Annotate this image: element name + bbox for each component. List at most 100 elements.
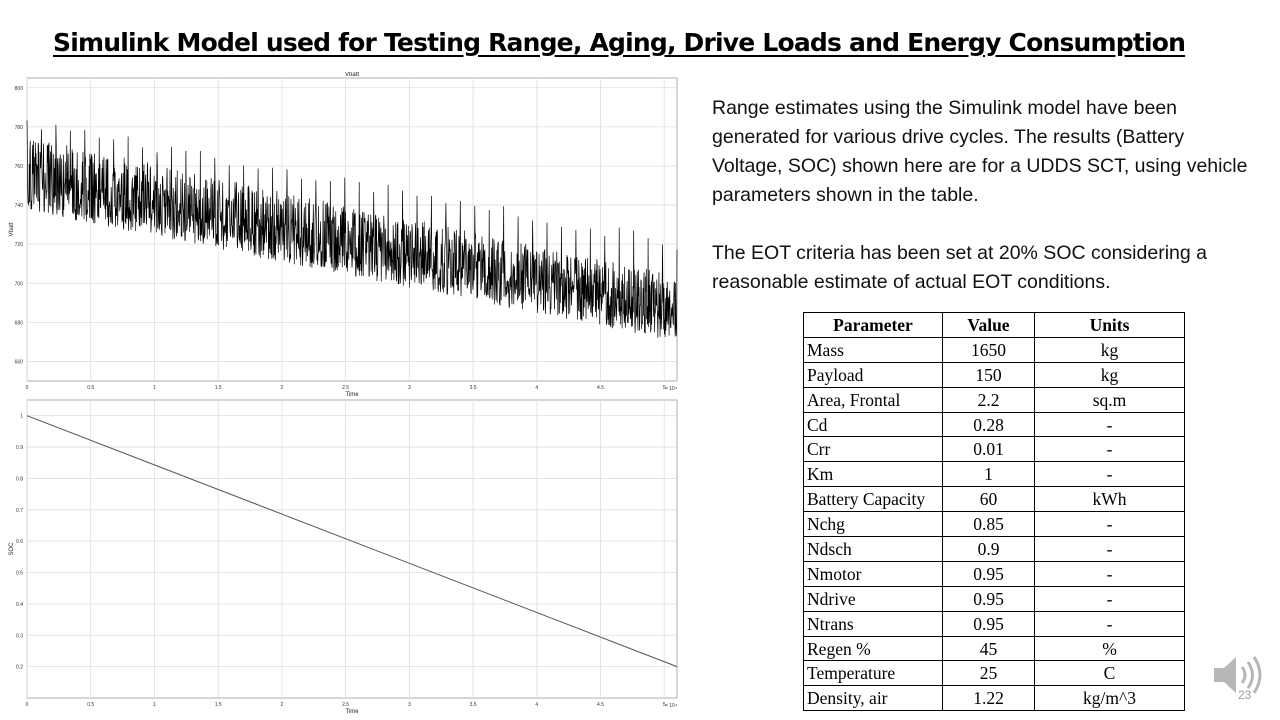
table-cell: Battery Capacity (803, 486, 943, 513)
vbatt-y-tick-label: 760 (15, 164, 24, 170)
table-cell: - (1034, 560, 1185, 587)
table-cell: 0.01 (942, 436, 1035, 463)
table-cell: Cd (803, 411, 943, 438)
table-cell: Nmotor (803, 560, 943, 587)
vbatt-x-tick-label: 0.5 (87, 385, 94, 391)
table-cell: kWh (1034, 486, 1185, 513)
soc-x-tick-label: 5 (663, 702, 666, 708)
table-row: Km 1- (803, 461, 1185, 488)
vbatt-x-tick-label: 4 (535, 385, 538, 391)
vbatt-y-tick-label: 740 (15, 203, 24, 209)
vbatt-chart-svg: 0 0.5 1 1.5 2 2.5 3 3.5 4 4.5 5 660 680 700 720 740 760 7… (9, 72, 678, 398)
table-cell: 1650 (942, 336, 1035, 363)
soc-y-tick-label: 1 (20, 414, 23, 420)
table-cell: Nchg (803, 511, 943, 538)
table-cell: - (1034, 585, 1185, 612)
table-cell: Density, air (803, 685, 943, 712)
soc-x-tick-label: 1 (153, 702, 156, 708)
vbatt-x-tick-label: 3.5 (470, 385, 477, 391)
vbatt-x-axis-label: Time (345, 392, 359, 398)
table-cell: C (1034, 660, 1185, 687)
table-cell: Temperature (803, 660, 943, 687)
table-cell: 60 (942, 486, 1035, 513)
vbatt-y-tick-label: 800 (15, 86, 24, 92)
soc-x-tick-label: 0.5 (87, 702, 94, 708)
vbatt-plot-area (26, 77, 678, 382)
vbatt-y-tick-label: 660 (15, 359, 24, 365)
table-header: Units (1034, 312, 1185, 338)
vbatt-x-tick-label: 2.5 (342, 385, 349, 391)
soc-y-tick-label: 0.8 (16, 476, 23, 482)
table-row: Crr 0.01- (803, 436, 1185, 463)
vbatt-x-tick-label: 2 (281, 385, 284, 391)
soc-y-axis-label: SOC (9, 542, 15, 556)
table-row: Nmotor 0.95- (803, 560, 1185, 587)
vbatt-series-line (26, 120, 678, 338)
soc-chart-svg: 0 0.5 1 1.5 2 2.5 3 3.5 4 4.5 5 0.2 0.3 0.4 0.5 0.6 0.7 0… (9, 399, 678, 715)
table-cell: - (1034, 536, 1185, 562)
table-row: Area, Frontal 2.2 sq.m (803, 386, 1185, 413)
table-cell: 0.28 (942, 411, 1035, 438)
speaker-icon[interactable] (1210, 652, 1266, 698)
table-cell: Crr (803, 436, 943, 463)
table-cell: 1 (942, 461, 1035, 488)
table-row: Mass 1650 kg (803, 336, 1185, 363)
soc-plot: 0 0.5 1 1.5 2 2.5 3 3.5 4 4.5 5 0.2 0.3 0.4 0.5 0.6 0.7 0… (0, 398, 690, 720)
table-cell: Ndrive (803, 585, 943, 612)
soc-y-tick-label: 0.2 (16, 665, 23, 671)
table-header: Parameter (803, 312, 943, 338)
table-cell: 0.95 (942, 560, 1035, 587)
table-cell: Regen % (803, 635, 943, 662)
table-row: Regen % 45% (803, 635, 1185, 662)
table-row: Ntrans 0.95- (803, 610, 1185, 637)
table-row: Payload 150 kg (803, 361, 1185, 388)
soc-y-tick-label: 0.7 (16, 508, 23, 514)
table-cell: - (1034, 436, 1185, 463)
table-row: Temperature 25 C (803, 660, 1185, 687)
vbatt-x-tick-label: 5 (663, 385, 666, 391)
table-cell: % (1034, 635, 1185, 662)
table-cell: 0.9 (942, 536, 1035, 562)
vbatt-chart-title: Vbatt (345, 72, 359, 78)
vbatt-x-tick-label: 1 (153, 385, 156, 391)
table-cell: 1.22 (942, 685, 1035, 712)
vbatt-y-tick-label: 700 (15, 281, 24, 287)
vbatt-x-tick-label: 0 (26, 385, 29, 391)
vbatt-y-tick-label: 780 (15, 125, 24, 131)
soc-x-tick-label: 1.5 (215, 702, 222, 708)
table-cell: Ndsch (803, 536, 943, 562)
table-cell: 0.85 (942, 511, 1035, 538)
vbatt-y-tick-label: 720 (15, 242, 24, 248)
soc-y-tick-label: 0.3 (16, 633, 23, 639)
description-paragraph-2: The EOT criteria has been set at 20% SOC… (712, 242, 1207, 293)
vbatt-x-tick-label: 1.5 (215, 385, 222, 391)
soc-x-tick-label: 4 (535, 702, 538, 708)
soc-x-tick-label: 0 (26, 702, 29, 708)
table-cell: 0.95 (942, 585, 1035, 612)
table-cell: - (1034, 511, 1185, 538)
table-cell: kg (1034, 336, 1185, 363)
table-row: Ndrive 0.95- (803, 585, 1185, 612)
soc-x-tick-label: 4.5 (597, 702, 604, 708)
soc-y-tick-label: 0.4 (16, 602, 23, 608)
vbatt-x-tick-label: 3 (408, 385, 411, 391)
table-cell: - (1034, 411, 1185, 438)
table-row: Density, air 1.22 kg/m^3 (803, 685, 1185, 712)
vbatt-y-tick-label: 680 (15, 320, 24, 326)
table-cell: 0.95 (942, 610, 1035, 637)
soc-y-tick-label: 0.6 (16, 539, 23, 545)
slide-title: Simulink Model used for Testing Range, A… (53, 28, 1186, 57)
table-cell: sq.m (1034, 386, 1185, 413)
table-header: Value (942, 312, 1035, 338)
vbatt-x-exponent-label: × 10⁴ (665, 386, 677, 392)
table-row: Battery Capacity 60 kWh (803, 486, 1185, 513)
table-row: Cd 0.28- (803, 411, 1185, 438)
description-text: Range estimates using the Simulink model… (712, 94, 1257, 326)
table-cell: kg (1034, 361, 1185, 388)
table-cell: Mass (803, 336, 943, 363)
table-row: Ndsch 0.9- (803, 536, 1185, 562)
soc-series-line (26, 415, 678, 668)
table-header-row: Parameter Value Units (803, 312, 1185, 338)
table-cell: - (1034, 461, 1185, 488)
vbatt-plot: 0 0.5 1 1.5 2 2.5 3 3.5 4 4.5 5 660 680 700 720 740 760 7… (0, 72, 690, 398)
